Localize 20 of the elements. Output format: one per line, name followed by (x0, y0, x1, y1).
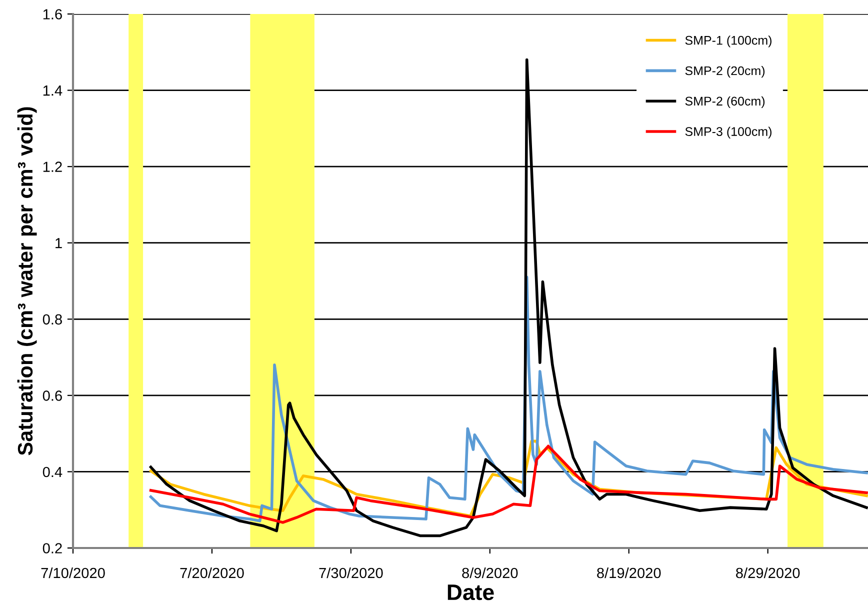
x-tick-label: 8/29/2020 (736, 567, 800, 578)
x-tick-label: 7/20/2020 (180, 567, 244, 578)
y-tick-label: 0.2 (42, 543, 62, 554)
legend-label: SMP-2 (60cm) (685, 96, 765, 108)
y-tick-label: 0.6 (42, 390, 62, 401)
y-axis-title: Saturation (cm³ water per cm³ void) (17, 107, 37, 456)
y-tick-label: 0.4 (42, 466, 62, 478)
legend-label: SMP-3 (100cm) (685, 126, 772, 138)
x-tick-label: 7/10/2020 (41, 567, 105, 578)
x-axis-title: Date (448, 584, 494, 600)
x-tick-label: 7/30/2020 (319, 567, 383, 578)
y-tick-label: 0.8 (42, 314, 62, 325)
x-tick-label: 8/19/2020 (597, 567, 661, 578)
y-tick-label: 1 (56, 238, 62, 248)
y-tick-label: 1.4 (43, 86, 62, 96)
y-tick-label: 1.2 (43, 162, 62, 172)
legend-label: SMP-2 (20cm) (685, 66, 765, 78)
y-tick-label: 1.6 (43, 9, 62, 20)
legend-label: SMP-1 (100cm) (685, 36, 772, 48)
x-tick-label: 8/9/2020 (462, 567, 518, 578)
